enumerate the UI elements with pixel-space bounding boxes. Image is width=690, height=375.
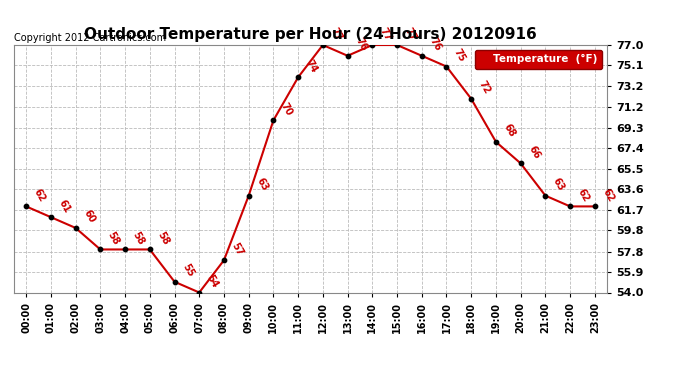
- Text: 68: 68: [502, 122, 517, 139]
- Point: [268, 117, 279, 123]
- Point: [144, 246, 155, 252]
- Point: [46, 214, 57, 220]
- Point: [564, 203, 575, 209]
- Text: 72: 72: [477, 80, 492, 96]
- Text: 76: 76: [427, 36, 443, 53]
- Point: [441, 63, 452, 69]
- Text: 58: 58: [106, 230, 121, 247]
- Point: [391, 42, 402, 48]
- Point: [540, 193, 551, 199]
- Text: 77: 77: [402, 26, 418, 42]
- Text: 54: 54: [205, 273, 220, 290]
- Text: 63: 63: [551, 176, 566, 193]
- Text: Copyright 2012 Cartronics.com: Copyright 2012 Cartronics.com: [14, 33, 166, 42]
- Point: [293, 74, 304, 80]
- Text: 77: 77: [328, 26, 344, 42]
- Point: [169, 279, 180, 285]
- Text: 62: 62: [32, 187, 47, 204]
- Text: 70: 70: [279, 101, 295, 117]
- Point: [194, 290, 205, 296]
- Text: 76: 76: [353, 36, 368, 53]
- Point: [466, 96, 477, 102]
- Text: 55: 55: [180, 262, 195, 279]
- Text: 62: 62: [575, 187, 591, 204]
- Point: [515, 160, 526, 166]
- Point: [317, 42, 328, 48]
- Text: 61: 61: [57, 198, 72, 214]
- Point: [21, 203, 32, 209]
- Text: 66: 66: [526, 144, 542, 160]
- Text: 62: 62: [600, 187, 615, 204]
- Point: [589, 203, 600, 209]
- Text: 58: 58: [130, 230, 146, 247]
- Legend: Temperature  (°F): Temperature (°F): [475, 50, 602, 69]
- Text: 74: 74: [304, 58, 319, 75]
- Point: [219, 257, 230, 263]
- Text: 60: 60: [81, 209, 97, 225]
- Title: Outdoor Temperature per Hour (24 Hours) 20120916: Outdoor Temperature per Hour (24 Hours) …: [84, 27, 537, 42]
- Point: [70, 225, 81, 231]
- Point: [416, 53, 427, 59]
- Text: 63: 63: [254, 176, 270, 193]
- Text: 57: 57: [230, 241, 245, 258]
- Point: [342, 53, 353, 59]
- Text: 77: 77: [378, 26, 393, 42]
- Point: [491, 139, 502, 145]
- Point: [95, 246, 106, 252]
- Point: [243, 193, 254, 199]
- Point: [119, 246, 130, 252]
- Text: 75: 75: [452, 47, 467, 64]
- Point: [367, 42, 378, 48]
- Text: 58: 58: [155, 230, 171, 247]
